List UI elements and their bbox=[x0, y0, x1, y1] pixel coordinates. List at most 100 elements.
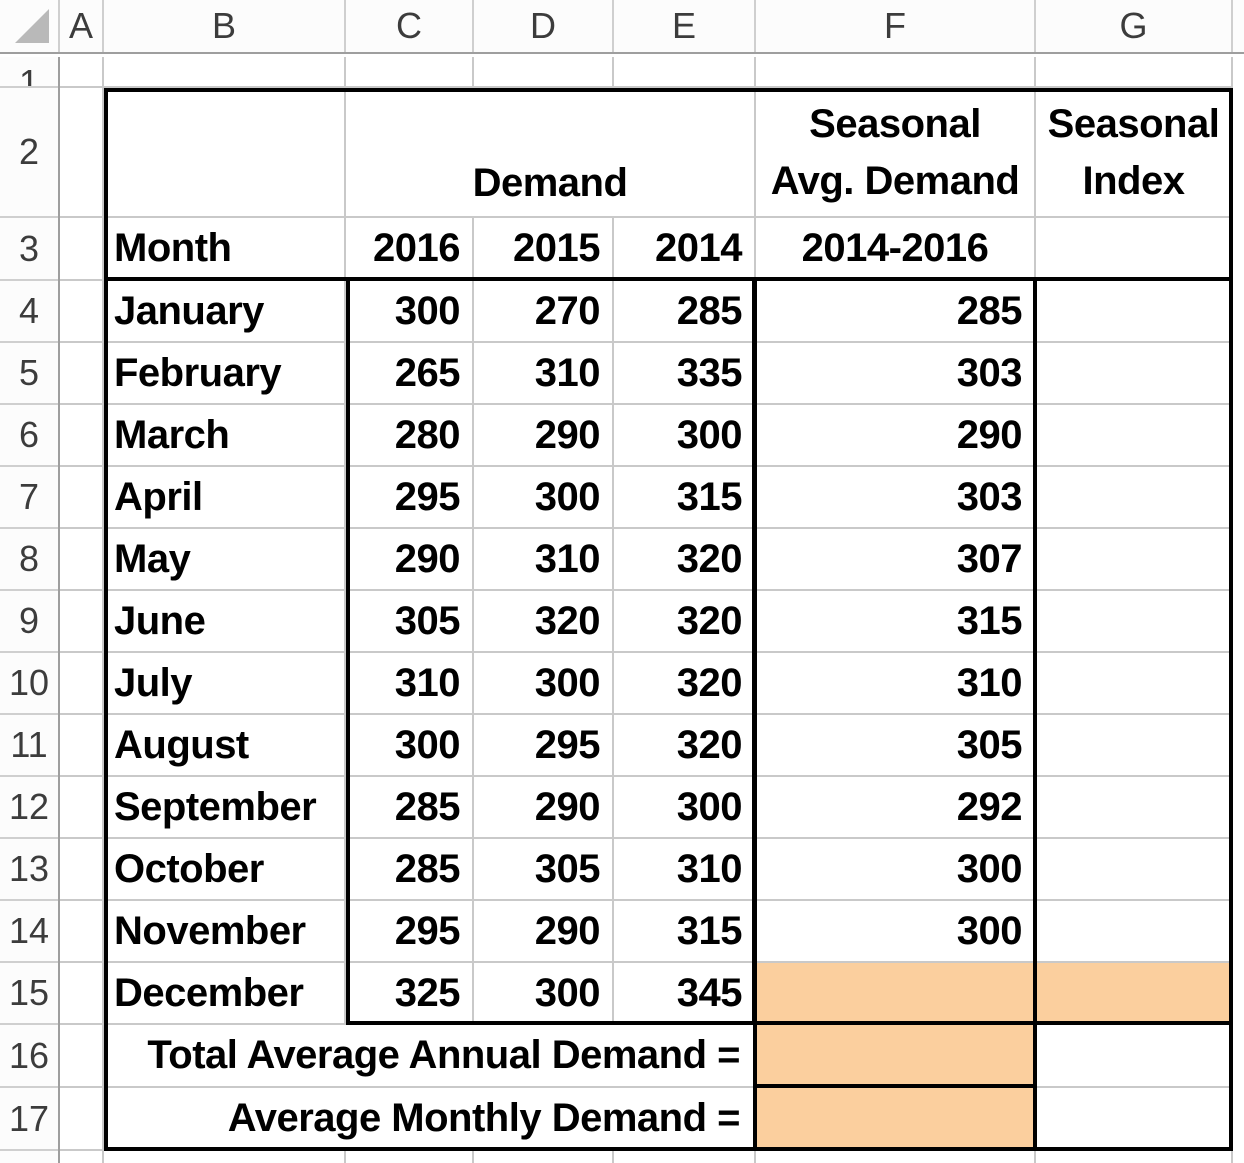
cell-A17[interactable] bbox=[60, 1088, 104, 1151]
cell-month-october[interactable]: October bbox=[104, 839, 346, 901]
cell-A12[interactable] bbox=[60, 777, 104, 839]
cell-C12[interactable]: 285 bbox=[346, 777, 474, 839]
row-header-13[interactable]: 13 bbox=[0, 839, 58, 901]
cell-C6[interactable]: 280 bbox=[346, 405, 474, 467]
cell-A1[interactable] bbox=[60, 57, 104, 88]
cell-G12[interactable] bbox=[1036, 777, 1233, 839]
cell-G14[interactable] bbox=[1036, 901, 1233, 963]
row-header-14[interactable]: 14 bbox=[0, 901, 58, 963]
cell-F14[interactable]: 300 bbox=[756, 901, 1036, 963]
cell-D9[interactable]: 320 bbox=[474, 591, 614, 653]
cell-month-april[interactable]: April bbox=[104, 467, 346, 529]
cell-C11[interactable]: 300 bbox=[346, 715, 474, 777]
cell-F11[interactable]: 305 bbox=[756, 715, 1036, 777]
cell-D10[interactable]: 300 bbox=[474, 653, 614, 715]
cell-E15[interactable]: 345 bbox=[614, 963, 756, 1025]
cell-E5[interactable]: 335 bbox=[614, 343, 756, 405]
cell-G17[interactable] bbox=[1036, 1088, 1233, 1151]
cell-C13[interactable]: 285 bbox=[346, 839, 474, 901]
cell-G5[interactable] bbox=[1036, 343, 1233, 405]
cell-F5[interactable]: 303 bbox=[756, 343, 1036, 405]
cell-D15[interactable]: 300 bbox=[474, 963, 614, 1025]
row-header-5[interactable]: 5 bbox=[0, 343, 58, 405]
cell-B2[interactable] bbox=[104, 88, 346, 218]
cell-E1[interactable] bbox=[614, 57, 756, 88]
cell-F16-highlighted[interactable] bbox=[756, 1025, 1036, 1088]
cell-F12[interactable]: 292 bbox=[756, 777, 1036, 839]
cell-G15-highlighted[interactable] bbox=[1036, 963, 1233, 1025]
cell-G9[interactable] bbox=[1036, 591, 1233, 653]
cell-month-september[interactable]: September bbox=[104, 777, 346, 839]
row-header-11[interactable]: 11 bbox=[0, 715, 58, 777]
cell-year-2015[interactable]: 2015 bbox=[474, 218, 614, 281]
cell-month-february[interactable]: February bbox=[104, 343, 346, 405]
cell-A14[interactable] bbox=[60, 901, 104, 963]
cell-D4[interactable]: 270 bbox=[474, 281, 614, 343]
cell-E10[interactable]: 320 bbox=[614, 653, 756, 715]
row-header-1[interactable]: 1 bbox=[0, 57, 58, 88]
cell-G10[interactable] bbox=[1036, 653, 1233, 715]
cell-G4[interactable] bbox=[1036, 281, 1233, 343]
cell-A2[interactable] bbox=[60, 88, 104, 218]
cell-F4[interactable]: 285 bbox=[756, 281, 1036, 343]
cell-A3[interactable] bbox=[60, 218, 104, 281]
row-header-12[interactable]: 12 bbox=[0, 777, 58, 839]
cell-month-may[interactable]: May bbox=[104, 529, 346, 591]
cell-F15-highlighted[interactable] bbox=[756, 963, 1036, 1025]
cell-D14[interactable]: 290 bbox=[474, 901, 614, 963]
cell-C8[interactable]: 290 bbox=[346, 529, 474, 591]
cell-F9[interactable]: 315 bbox=[756, 591, 1036, 653]
cell-F7[interactable]: 303 bbox=[756, 467, 1036, 529]
cell-E12[interactable]: 300 bbox=[614, 777, 756, 839]
cell-C15[interactable]: 325 bbox=[346, 963, 474, 1025]
column-header-G[interactable]: G bbox=[1036, 0, 1233, 52]
cell-E6[interactable]: 300 bbox=[614, 405, 756, 467]
cell-seasonal-index-header[interactable]: Seasonal Index bbox=[1036, 88, 1233, 218]
cell-avg-monthly-demand-label[interactable]: Average Monthly Demand = bbox=[104, 1088, 756, 1151]
cell-A5[interactable] bbox=[60, 343, 104, 405]
cell-B1[interactable] bbox=[104, 57, 346, 88]
cell-month-january[interactable]: January bbox=[104, 281, 346, 343]
cell-C7[interactable]: 295 bbox=[346, 467, 474, 529]
cell-E7[interactable]: 315 bbox=[614, 467, 756, 529]
cell-A9[interactable] bbox=[60, 591, 104, 653]
select-all-corner[interactable] bbox=[0, 0, 60, 52]
row-header-16[interactable]: 16 bbox=[0, 1025, 58, 1088]
cell-E11[interactable]: 320 bbox=[614, 715, 756, 777]
row-header-8[interactable]: 8 bbox=[0, 529, 58, 591]
column-header-A[interactable]: A bbox=[60, 0, 104, 52]
cell-G8[interactable] bbox=[1036, 529, 1233, 591]
cell-year-2014[interactable]: 2014 bbox=[614, 218, 756, 281]
cell-G16[interactable] bbox=[1036, 1025, 1233, 1088]
cell-A7[interactable] bbox=[60, 467, 104, 529]
cell-D12[interactable]: 290 bbox=[474, 777, 614, 839]
cell-F13[interactable]: 300 bbox=[756, 839, 1036, 901]
cell-D6[interactable]: 290 bbox=[474, 405, 614, 467]
cell-E13[interactable]: 310 bbox=[614, 839, 756, 901]
cell-C4[interactable]: 300 bbox=[346, 281, 474, 343]
column-header-E[interactable]: E bbox=[614, 0, 756, 52]
cell-demand-title[interactable]: Demand bbox=[346, 88, 756, 218]
cell-F10[interactable]: 310 bbox=[756, 653, 1036, 715]
row-header-9[interactable]: 9 bbox=[0, 591, 58, 653]
cell-C1[interactable] bbox=[346, 57, 474, 88]
cell-A10[interactable] bbox=[60, 653, 104, 715]
cell-A16[interactable] bbox=[60, 1025, 104, 1088]
cell-G1[interactable] bbox=[1036, 57, 1233, 88]
cell-E8[interactable]: 320 bbox=[614, 529, 756, 591]
cell-month-march[interactable]: March bbox=[104, 405, 346, 467]
cell-A13[interactable] bbox=[60, 839, 104, 901]
cell-E9[interactable]: 320 bbox=[614, 591, 756, 653]
cell-D8[interactable]: 310 bbox=[474, 529, 614, 591]
cell-year-2016[interactable]: 2016 bbox=[346, 218, 474, 281]
cell-G6[interactable] bbox=[1036, 405, 1233, 467]
cell-month-december[interactable]: December bbox=[104, 963, 346, 1025]
cell-D13[interactable]: 305 bbox=[474, 839, 614, 901]
cell-C10[interactable]: 310 bbox=[346, 653, 474, 715]
cell-G13[interactable] bbox=[1036, 839, 1233, 901]
cell-month-label[interactable]: Month bbox=[104, 218, 346, 281]
row-header-6[interactable]: 6 bbox=[0, 405, 58, 467]
cell-A4[interactable] bbox=[60, 281, 104, 343]
cell-F8[interactable]: 307 bbox=[756, 529, 1036, 591]
cell-D11[interactable]: 295 bbox=[474, 715, 614, 777]
